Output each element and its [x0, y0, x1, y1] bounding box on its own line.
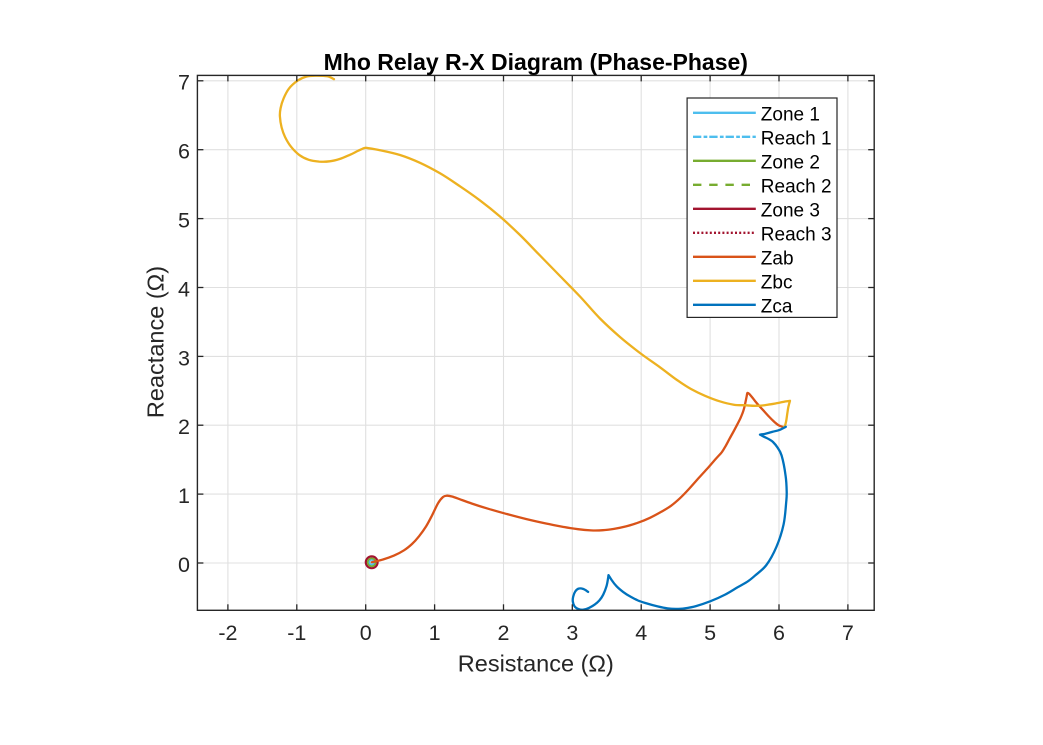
- svg-text:Zone 1: Zone 1: [761, 105, 820, 126]
- svg-text:Zca: Zca: [761, 297, 793, 318]
- svg-text:Reactance (Ω): Reactance (Ω): [143, 266, 169, 418]
- svg-text:Reach 2: Reach 2: [761, 177, 832, 198]
- svg-text:1: 1: [178, 484, 190, 508]
- svg-text:2: 2: [498, 621, 510, 645]
- svg-text:Reach 3: Reach 3: [761, 225, 832, 246]
- svg-text:Zbc: Zbc: [761, 273, 793, 294]
- svg-text:Resistance (Ω): Resistance (Ω): [458, 651, 614, 677]
- svg-text:5: 5: [178, 209, 190, 233]
- svg-text:3: 3: [178, 346, 190, 370]
- svg-text:1: 1: [429, 621, 441, 645]
- svg-text:0: 0: [360, 621, 372, 645]
- svg-text:2: 2: [178, 415, 190, 439]
- svg-text:7: 7: [842, 621, 854, 645]
- svg-text:0: 0: [178, 553, 190, 577]
- svg-text:3: 3: [566, 621, 578, 645]
- svg-text:-1: -1: [287, 621, 306, 645]
- svg-text:6: 6: [178, 140, 190, 164]
- svg-text:7: 7: [178, 71, 190, 95]
- svg-text:-2: -2: [218, 621, 237, 645]
- svg-text:Reach 1: Reach 1: [761, 129, 832, 150]
- svg-text:4: 4: [178, 277, 190, 301]
- svg-text:Mho Relay R-X Diagram (Phase-P: Mho Relay R-X Diagram (Phase-Phase): [324, 49, 748, 75]
- svg-text:6: 6: [773, 621, 785, 645]
- svg-text:Zone 2: Zone 2: [761, 153, 820, 174]
- svg-text:4: 4: [635, 621, 647, 645]
- svg-text:5: 5: [704, 621, 716, 645]
- svg-text:Zone 3: Zone 3: [761, 201, 820, 222]
- svg-text:Zab: Zab: [761, 249, 794, 270]
